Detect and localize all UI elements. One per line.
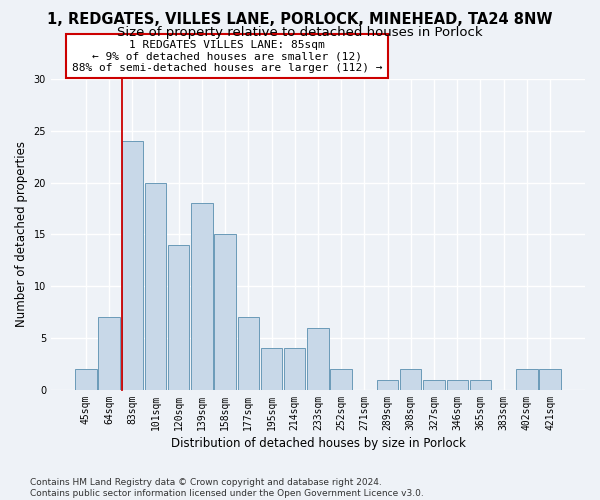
Bar xyxy=(446,380,468,390)
Bar xyxy=(98,318,120,390)
Bar xyxy=(539,369,561,390)
Bar xyxy=(191,204,212,390)
Text: 1, REDGATES, VILLES LANE, PORLOCK, MINEHEAD, TA24 8NW: 1, REDGATES, VILLES LANE, PORLOCK, MINEH… xyxy=(47,12,553,28)
Bar xyxy=(238,318,259,390)
Bar xyxy=(424,380,445,390)
Bar xyxy=(75,369,97,390)
Bar xyxy=(307,328,329,390)
Bar xyxy=(284,348,305,390)
Bar xyxy=(377,380,398,390)
Bar xyxy=(470,380,491,390)
X-axis label: Distribution of detached houses by size in Porlock: Distribution of detached houses by size … xyxy=(170,437,466,450)
Y-axis label: Number of detached properties: Number of detached properties xyxy=(15,142,28,328)
Bar xyxy=(516,369,538,390)
Bar xyxy=(145,182,166,390)
Bar xyxy=(168,245,190,390)
Bar xyxy=(261,348,282,390)
Bar xyxy=(331,369,352,390)
Text: 1 REDGATES VILLES LANE: 85sqm
← 9% of detached houses are smaller (12)
88% of se: 1 REDGATES VILLES LANE: 85sqm ← 9% of de… xyxy=(72,40,382,73)
Bar xyxy=(214,234,236,390)
Bar xyxy=(400,369,421,390)
Bar xyxy=(122,141,143,390)
Text: Contains HM Land Registry data © Crown copyright and database right 2024.
Contai: Contains HM Land Registry data © Crown c… xyxy=(30,478,424,498)
Text: Size of property relative to detached houses in Porlock: Size of property relative to detached ho… xyxy=(117,26,483,39)
